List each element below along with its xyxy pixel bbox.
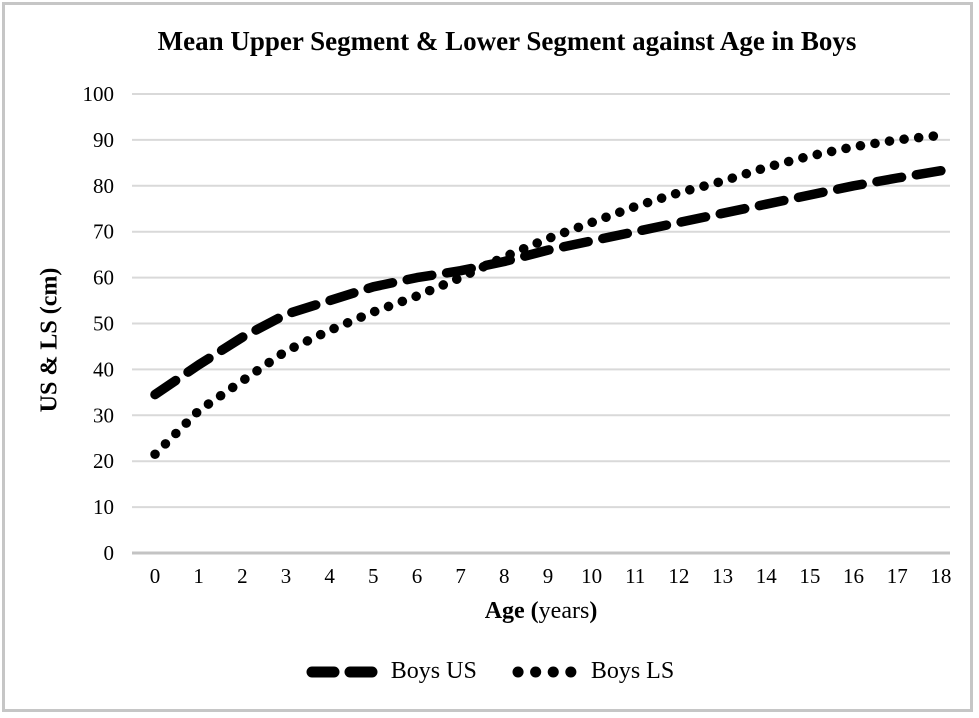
legend-item-boys-us: Boys US	[305, 658, 477, 685]
x-tick-label: 16	[843, 564, 864, 588]
y-tick-label: 70	[93, 220, 114, 244]
x-tick-label: 6	[412, 564, 423, 588]
y-tick-label: 10	[93, 495, 114, 519]
x-tick-label: 5	[368, 564, 379, 588]
x-tick-label: 10	[581, 564, 602, 588]
y-tick-label: 0	[104, 541, 115, 565]
y-tick-label: 80	[93, 174, 114, 198]
legend-label-boys-ls: Boys LS	[590, 658, 675, 684]
x-tick-label: 2	[237, 564, 248, 588]
series-line-boys-ls	[150, 130, 946, 460]
x-tick-label: 7	[455, 564, 466, 588]
x-tick-label: 15	[799, 564, 820, 588]
x-tick-label: 1	[193, 564, 204, 588]
legend-item-boys-ls: Boys LS	[511, 658, 674, 685]
chart-title: Mean Upper Segment & Lower Segment again…	[157, 26, 857, 56]
x-tick-label: 3	[281, 564, 292, 588]
series-line-boys-us	[150, 165, 946, 400]
y-tick-label: 30	[93, 403, 114, 427]
x-axis-title-bold: Age (	[484, 598, 539, 624]
x-axis-title: Age (years)	[485, 598, 598, 625]
x-tick-label: 12	[668, 564, 689, 588]
x-tick-label: 4	[324, 564, 335, 588]
x-axis-title-close: )	[589, 598, 598, 624]
y-tick-label: 90	[93, 128, 114, 152]
x-tick-label: 14	[756, 564, 778, 588]
y-tick-label: 20	[93, 449, 114, 473]
x-axis-title-regular: years	[538, 598, 590, 624]
x-tick-label: 13	[712, 564, 733, 588]
legend-label-boys-us: Boys US	[390, 658, 477, 684]
x-tick-label: 8	[499, 564, 510, 588]
legend: Boys US Boys LS	[5, 658, 970, 685]
dotted-line-sample-icon	[512, 666, 578, 677]
y-tick-label: 50	[93, 312, 114, 336]
dashed-line-sample-icon	[306, 666, 378, 677]
x-tick-label: 0	[150, 564, 161, 588]
y-tick-label: 60	[93, 266, 114, 290]
x-tick-label: 17	[887, 564, 908, 588]
x-tick-label: 18	[930, 564, 951, 588]
y-tick-label: 100	[83, 82, 115, 106]
x-tick-label: 11	[625, 564, 645, 588]
x-tick-label: 9	[543, 564, 554, 588]
y-tick-label: 40	[93, 357, 114, 381]
